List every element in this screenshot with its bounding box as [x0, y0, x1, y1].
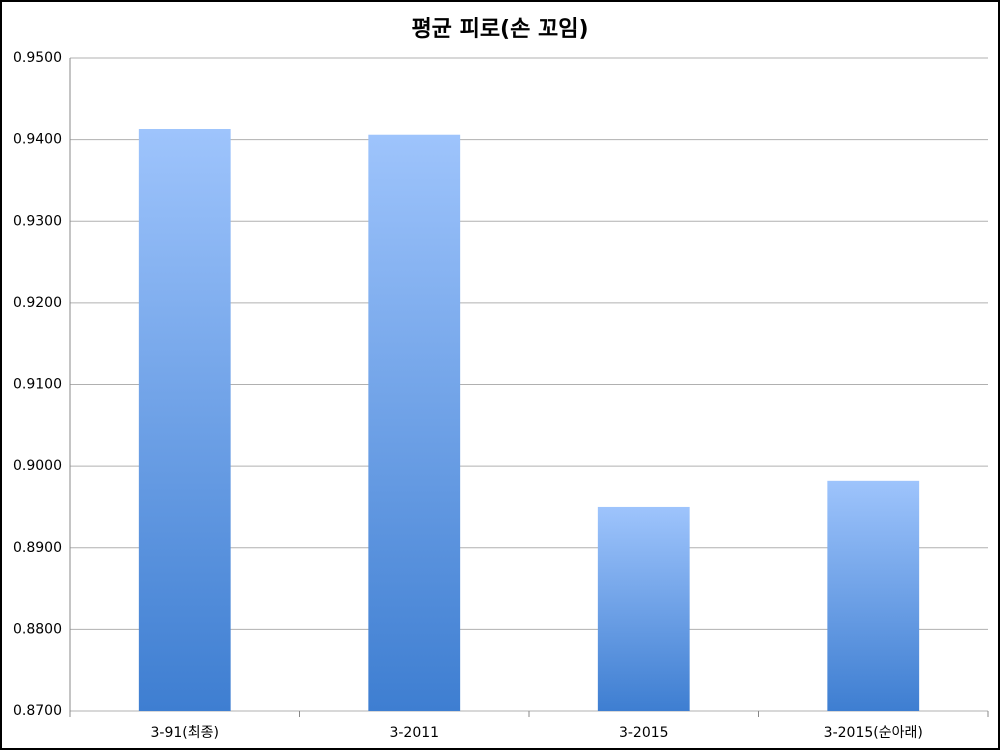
bar: [138, 129, 231, 712]
y-tick-label: 0.8700: [13, 703, 62, 719]
y-tick-label: 0.8800: [13, 621, 62, 637]
chart-title: 평균 피로(손 꼬임): [411, 17, 588, 42]
bar: [597, 506, 690, 711]
x-tick-label: 3-91(최종): [151, 725, 219, 741]
y-tick-label: 0.9500: [13, 50, 62, 66]
y-tick-label: 0.9300: [13, 213, 62, 229]
x-tick-label: 3-2011: [389, 725, 439, 741]
bar: [827, 480, 920, 711]
x-tick-label: 3-2015(순아래): [824, 725, 923, 741]
bar: [368, 134, 461, 712]
y-tick-label: 0.8900: [13, 540, 62, 556]
y-tick-label: 0.9200: [13, 295, 62, 311]
x-tick-label: 3-2015: [619, 725, 669, 741]
y-tick-label: 0.9000: [13, 458, 62, 474]
y-tick-label: 0.9400: [13, 132, 62, 148]
y-tick-label: 0.9100: [13, 377, 62, 393]
